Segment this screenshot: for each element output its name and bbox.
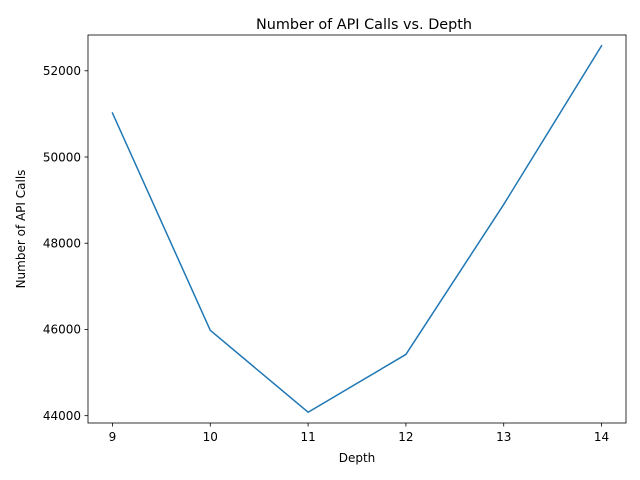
x-axis-ticks: 9 10 11 12 13 14 — [109, 423, 609, 444]
plot-area: 9 10 11 12 13 14 44000 46000 48000 50000 52000 — [43, 34, 627, 444]
y-axis-label: Number of API Calls — [14, 170, 28, 289]
x-tick-label: 11 — [300, 430, 315, 444]
x-tick-label: 9 — [109, 430, 117, 444]
x-tick-label: 12 — [398, 430, 413, 444]
y-tick-label: 48000 — [43, 237, 81, 251]
x-tick-label: 13 — [496, 430, 511, 444]
y-axis-ticks: 44000 46000 48000 50000 52000 — [43, 64, 88, 423]
y-tick-label: 50000 — [43, 150, 81, 164]
x-tick-label: 10 — [203, 430, 218, 444]
y-tick-label: 44000 — [43, 409, 81, 423]
series-line — [111, 44, 603, 413]
plot-frame — [87, 34, 627, 424]
x-axis-label: Depth — [339, 451, 376, 465]
y-tick-label: 52000 — [43, 64, 81, 78]
y-tick-label: 46000 — [43, 323, 81, 337]
x-tick-label: 14 — [594, 430, 609, 444]
chart-title: Number of API Calls vs. Depth — [256, 17, 472, 33]
